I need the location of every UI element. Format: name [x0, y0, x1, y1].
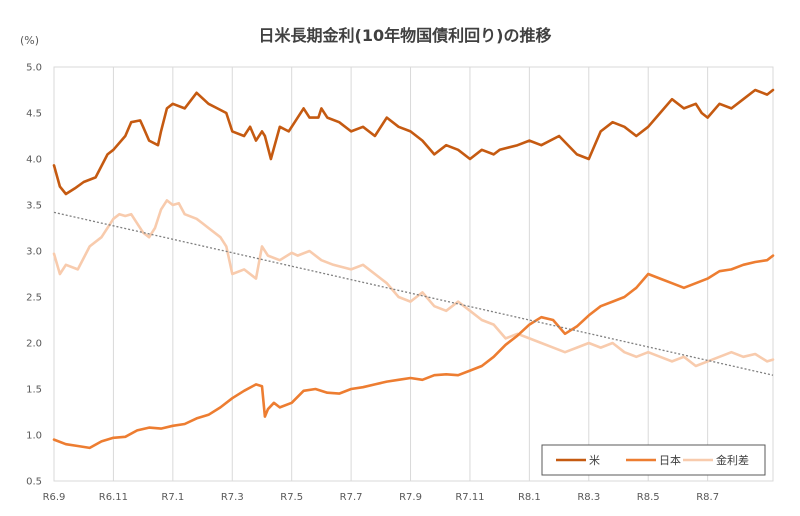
y-tick-label: 5.0 — [26, 63, 42, 74]
y-tick-label: 3.5 — [26, 201, 42, 212]
series-lines — [52, 88, 775, 450]
x-tick-label: R8.1 — [518, 492, 541, 503]
legend-label: 金利差 — [716, 453, 749, 467]
chart-title: 日米長期金利(10年物国債利回り)の推移 — [259, 26, 552, 45]
x-tick-label: R7.7 — [340, 492, 363, 503]
x-tick-label: R8.7 — [696, 492, 719, 503]
series-line-us — [52, 88, 775, 196]
y-tick-label: 4.5 — [26, 109, 42, 120]
y-tick-label: 1.5 — [26, 385, 42, 396]
y-tick-label: 4.0 — [26, 155, 42, 166]
y-tick-labels: 0.5 1.0 1.5 2.0 2.5 3.0 3.5 4.0 4.5 5.0 — [26, 63, 42, 488]
legend: 米 日本 金利差 — [541, 444, 766, 476]
x-tick-labels: R6.9 R6.11 R7.1 R7.3 R7.5 R7.7 R7.9 R7.11 R8.1 R8… — [43, 492, 719, 503]
legend-label: 米 — [589, 454, 600, 467]
x-tick-label: R6.11 — [99, 492, 128, 503]
series-line-japan — [52, 254, 775, 450]
series-line-spread — [52, 199, 775, 368]
x-tick-label: R7.1 — [161, 492, 184, 503]
spread-trendline — [53, 211, 774, 376]
legend-label: 日本 — [659, 453, 681, 467]
x-tick-label: R7.9 — [399, 492, 422, 503]
y-tick-label: 2.0 — [26, 339, 42, 350]
x-tick-label: R7.3 — [221, 492, 244, 503]
y-tick-label: 2.5 — [26, 293, 42, 304]
y-axis-unit: (%) — [20, 34, 39, 47]
x-tick-label: R8.5 — [637, 492, 660, 503]
x-tick-label: R6.9 — [43, 492, 66, 503]
y-tick-label: 3.0 — [26, 247, 42, 258]
x-tick-label: R7.5 — [280, 492, 303, 503]
x-tick-label: R8.3 — [577, 492, 600, 503]
y-tick-label: 1.0 — [26, 431, 42, 442]
x-tick-label: R7.11 — [455, 492, 484, 503]
grid — [53, 66, 774, 482]
y-tick-label: 0.5 — [26, 477, 42, 488]
